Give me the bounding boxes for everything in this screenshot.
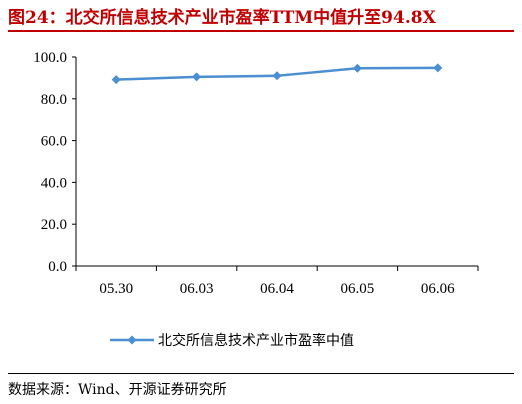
figure-title: 图24：北交所信息技术产业市盈率TTM中值升至94.8X — [8, 8, 436, 28]
legend-swatch-marker — [127, 335, 137, 345]
y-tick-label: 40.0 — [41, 175, 67, 191]
y-tick-label: 0.0 — [48, 259, 67, 275]
x-tick-label: 05.30 — [99, 281, 133, 297]
x-axis-ticks: 05.30 06.03 06.04 06.05 06.06 — [75, 266, 479, 297]
data-point-marker — [192, 72, 202, 82]
source-divider — [8, 373, 514, 374]
data-point-marker — [272, 71, 282, 81]
x-tick-label: 06.06 — [421, 281, 455, 297]
title-divider — [8, 30, 514, 32]
y-tick-label: 100.0 — [33, 50, 67, 66]
source-note: 数据来源：Wind、开源证券研究所 — [8, 382, 227, 398]
x-tick-label: 06.04 — [260, 281, 294, 297]
y-tick-label: 60.0 — [41, 134, 67, 150]
data-point-marker — [352, 63, 362, 73]
series-group — [111, 63, 443, 85]
y-tick-label: 20.0 — [41, 217, 67, 233]
x-tick-label: 06.03 — [180, 281, 214, 297]
chart-axes — [75, 57, 478, 267]
x-tick-label: 06.05 — [341, 281, 375, 297]
y-tick-label: 80.0 — [41, 92, 67, 108]
legend-label: 北交所信息技术产业市盈率中值 — [158, 332, 354, 349]
data-point-marker — [433, 63, 443, 73]
chart-legend: 北交所信息技术产业市盈率中值 — [110, 332, 354, 349]
y-axis-ticks: 0.0 20.0 40.0 60.0 80.0 100.0 — [33, 50, 76, 275]
data-point-marker — [111, 75, 121, 85]
